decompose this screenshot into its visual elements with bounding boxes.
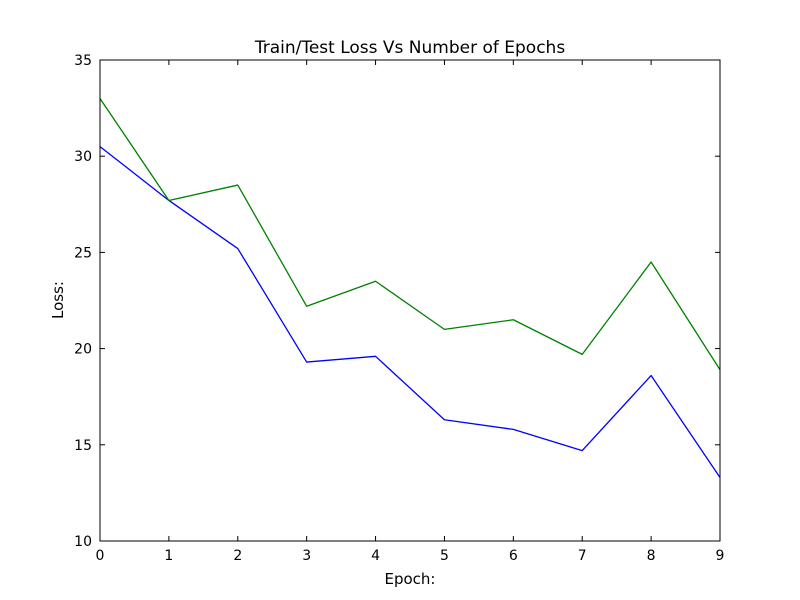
y-tick-label: 25 xyxy=(74,245,92,261)
y-tick-label: 30 xyxy=(74,149,92,165)
series-layer xyxy=(99,98,721,478)
series-line-2 xyxy=(99,98,721,371)
x-axis-label: Epoch: xyxy=(385,570,436,588)
x-tick-label: 5 xyxy=(440,548,449,564)
y-tick-label: 20 xyxy=(74,342,92,358)
y-axis: 10 15 20 25 30 35 xyxy=(74,53,720,550)
x-axis: 0 1 2 3 4 5 6 7 8 9 xyxy=(96,60,725,564)
x-tick-label: 0 xyxy=(96,548,105,564)
y-tick-label: 10 xyxy=(74,534,92,550)
plot-area: 0 1 2 3 4 5 6 7 8 9 10 15 20 25 30 35 xyxy=(74,53,724,564)
x-tick-label: 2 xyxy=(233,548,242,564)
chart-title: Train/Test Loss Vs Number of Epochs xyxy=(254,38,566,58)
y-tick-label: 15 xyxy=(74,438,92,454)
x-tick-label: 8 xyxy=(647,548,656,564)
x-tick-label: 1 xyxy=(164,548,173,564)
series-line-1 xyxy=(99,146,721,478)
x-tick-label: 6 xyxy=(509,548,518,564)
y-axis-label: Loss: xyxy=(49,281,67,319)
plot-frame xyxy=(99,59,721,542)
x-tick-label: 3 xyxy=(302,548,311,564)
y-tick-label: 35 xyxy=(74,53,92,69)
x-tick-label: 7 xyxy=(578,548,587,564)
x-tick-label: 4 xyxy=(371,548,380,564)
x-tick-label: 9 xyxy=(716,548,725,564)
